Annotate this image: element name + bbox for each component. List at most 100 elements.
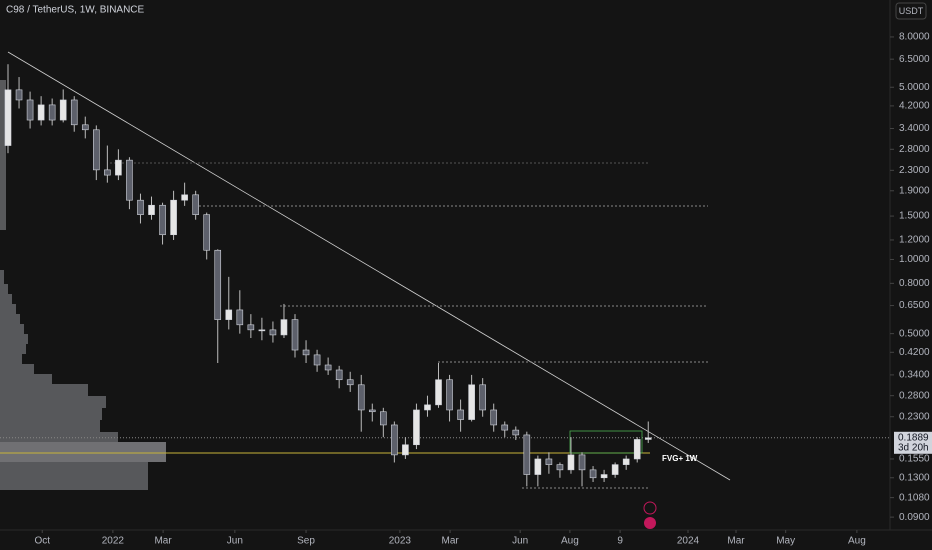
candle-body (192, 194, 199, 215)
candle (280, 303, 288, 339)
candle (380, 407, 387, 438)
candle-body (93, 129, 100, 171)
y-tick-label: 1.0000 (899, 254, 930, 265)
candle-body (457, 409, 464, 420)
candle-body (435, 379, 442, 406)
chart-title: C98 / TetherUS, 1W, BINANCE (6, 5, 145, 16)
candle (523, 431, 531, 487)
candle (335, 365, 343, 389)
candle (402, 437, 409, 459)
candle (479, 378, 486, 417)
candle-body (523, 434, 531, 475)
currency-button[interactable] (895, 2, 927, 20)
candle (644, 421, 652, 443)
y-tick-label: 0.1300 (899, 472, 930, 483)
candle-body (59, 99, 67, 121)
candle-body (424, 404, 431, 411)
x-tick-label: Aug (848, 536, 866, 547)
candle (258, 317, 266, 341)
candle (424, 395, 431, 417)
candle-body (468, 384, 475, 420)
candle (70, 96, 78, 132)
candle-body (357, 384, 365, 411)
candle-body (280, 319, 288, 336)
candle-body (479, 384, 486, 411)
candle-body (115, 159, 122, 176)
candle-body (501, 424, 509, 431)
candle (181, 182, 188, 206)
candle (203, 212, 211, 260)
event-icon[interactable] (643, 501, 657, 515)
candle (148, 196, 155, 220)
candle (59, 89, 67, 123)
candle (391, 421, 398, 463)
candle-body (324, 364, 332, 371)
candle (159, 202, 166, 245)
candle-body (48, 104, 56, 121)
candle-body (148, 204, 155, 215)
candle-body (104, 169, 111, 176)
candle-body (214, 249, 222, 320)
candle-body (15, 89, 23, 101)
candle (368, 403, 376, 422)
y-tick-label: 2.8000 (899, 144, 930, 155)
fvg-box (569, 430, 643, 454)
x-tick-label: Jun (227, 536, 243, 547)
candle-body (335, 369, 343, 381)
candle (225, 276, 233, 330)
candle (302, 340, 310, 364)
y-tick-label: 2.3000 (899, 165, 930, 176)
y-tick-label: 0.4200 (899, 347, 930, 358)
candle-body (622, 458, 630, 465)
y-tick-label: 0.8000 (899, 278, 930, 289)
candle (589, 466, 597, 482)
candle-body (203, 214, 211, 251)
candle (81, 116, 89, 139)
candle-body (545, 458, 553, 465)
candle-body (556, 464, 564, 471)
candle-body (70, 99, 78, 126)
candle-body (26, 99, 34, 121)
candle (545, 452, 553, 474)
candle-body (402, 444, 409, 456)
candle-body (446, 379, 453, 411)
candle-body (302, 349, 310, 356)
y-tick-label: 5.0000 (899, 82, 930, 93)
x-tick-label: Mar (441, 536, 459, 547)
candle (93, 125, 100, 181)
candle (446, 374, 453, 422)
candle-body (611, 464, 619, 475)
candle-body (258, 329, 266, 332)
last-price-label: 0.1889 (898, 432, 929, 443)
candle (611, 462, 619, 478)
event-icon[interactable] (644, 517, 656, 529)
y-tick-label: 1.2000 (899, 235, 930, 246)
candle-body (380, 411, 387, 426)
candle-body (368, 409, 376, 413)
candle-body (291, 319, 299, 351)
candle-body (269, 329, 277, 336)
x-tick-label: Sep (297, 536, 315, 547)
candle (214, 249, 222, 364)
x-tick-label: Oct (34, 536, 50, 547)
candle-body (589, 469, 597, 479)
candle (269, 321, 277, 343)
candle (15, 77, 23, 109)
candle-body (37, 104, 45, 121)
currency-label[interactable]: USDT (899, 6, 924, 16)
candle (26, 91, 34, 129)
candle (126, 157, 133, 210)
candle-body (81, 124, 89, 131)
candle-body (490, 409, 498, 426)
candle (48, 98, 56, 126)
countdown-label: 3d 20h (898, 442, 929, 453)
y-tick-label: 0.6500 (899, 300, 930, 311)
candle-body (512, 429, 520, 436)
candle-body (4, 89, 12, 146)
candle-body (633, 439, 641, 460)
x-tick-label: May (776, 536, 795, 547)
candle (501, 421, 509, 438)
candle-body (534, 458, 542, 475)
y-tick-label: 0.2300 (899, 411, 930, 422)
